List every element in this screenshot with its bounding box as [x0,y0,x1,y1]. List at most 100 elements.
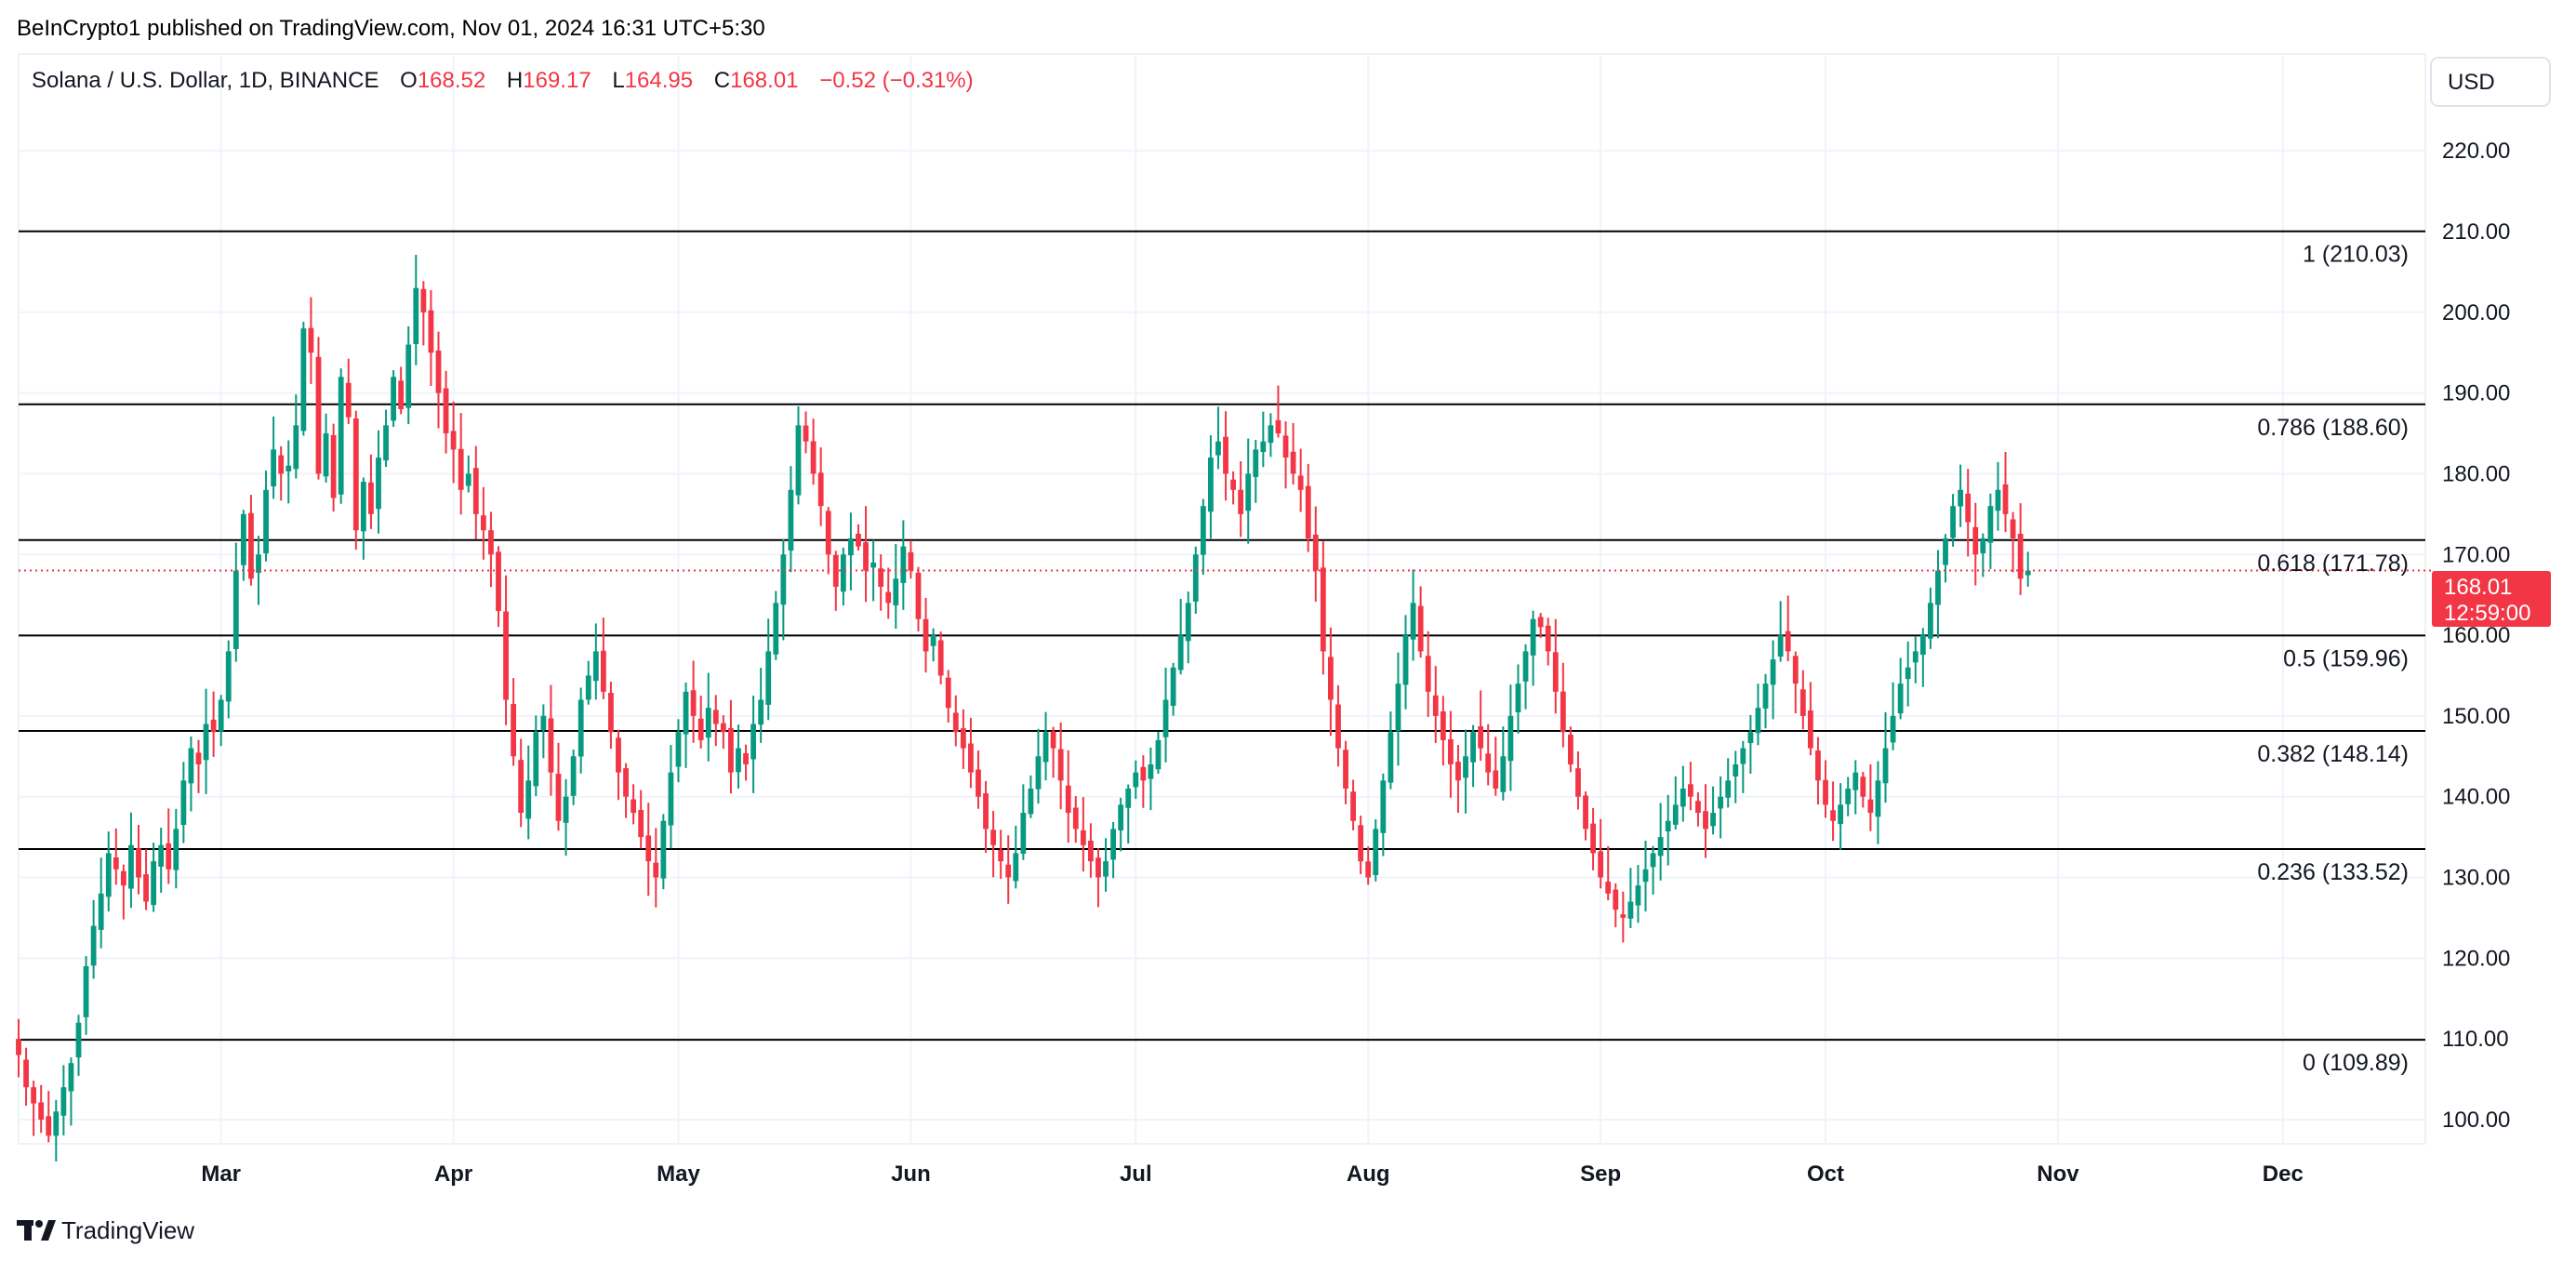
candle-body[interactable] [968,743,974,773]
candle-body[interactable] [653,862,659,878]
currency-button-frame[interactable] [2430,57,2551,107]
candle-body[interactable] [1718,796,1724,809]
candle-body[interactable] [1642,869,1649,883]
candle-body[interactable] [1695,801,1701,814]
candle-body[interactable] [1770,659,1776,685]
candle-body[interactable] [870,562,877,568]
candle-body[interactable] [158,844,165,868]
candle-body[interactable] [83,966,89,1017]
candle-body[interactable] [832,554,839,587]
candle-body[interactable] [1762,684,1769,709]
candle-body[interactable] [1200,506,1206,555]
candle-body[interactable] [1417,605,1424,652]
candle-body[interactable] [1388,732,1394,783]
candle-body[interactable] [210,719,217,733]
candle-body[interactable] [578,699,584,757]
candle-body[interactable] [1703,811,1708,830]
candle-body[interactable] [1627,901,1634,919]
candle-body[interactable] [420,288,427,312]
candle-body[interactable] [435,350,442,393]
candle-body[interactable] [930,635,936,646]
candle-body[interactable] [803,425,809,442]
candle-body[interactable] [151,861,157,906]
candle-body[interactable] [166,843,172,869]
candle-body[interactable] [817,472,824,507]
candle-body[interactable] [1432,695,1439,716]
candle-body[interactable] [232,570,239,650]
candle-body[interactable] [540,715,547,731]
candle-body[interactable] [1088,841,1094,862]
candle-body[interactable] [90,925,97,966]
candle-body[interactable] [278,455,285,474]
candle-body[interactable] [945,677,951,709]
candle-body[interactable] [1485,753,1492,773]
candle-body[interactable] [645,835,652,862]
candle-body[interactable] [488,530,494,555]
candle-body[interactable] [1860,777,1866,797]
candle-body[interactable] [496,551,501,612]
candle-body[interactable] [773,603,779,655]
candle-body[interactable] [720,723,726,733]
candle-body[interactable] [443,388,449,434]
candle-body[interactable] [1605,882,1612,894]
candle-body[interactable] [1980,538,1986,553]
candle-body[interactable] [1635,885,1641,906]
candle-body[interactable] [1672,804,1679,825]
candle-body[interactable] [555,774,562,821]
candle-body[interactable] [840,554,846,592]
candle-body[interactable] [46,1116,52,1136]
candle-body[interactable] [368,482,374,514]
candle-body[interactable] [1965,493,1972,523]
candle-body[interactable] [405,344,412,408]
candle-body[interactable] [1545,625,1551,652]
candle-body[interactable] [1118,804,1124,830]
candle-body[interactable] [195,752,202,764]
candle-body[interactable] [293,425,299,470]
candle-body[interactable] [1507,715,1514,762]
candle-body[interactable] [660,820,667,879]
candle-body[interactable] [683,691,689,735]
candle-body[interactable] [585,675,591,700]
candle-body[interactable] [105,853,112,897]
candle-body[interactable] [548,718,554,773]
candle-body[interactable] [1365,861,1372,878]
candle-body[interactable] [285,465,292,471]
candle-body[interactable] [976,769,981,797]
candle-body[interactable] [1020,813,1027,855]
candle-body[interactable] [1162,699,1169,737]
candle-body[interactable] [1897,684,1904,714]
candle-body[interactable] [1455,762,1461,781]
candle-body[interactable] [1725,780,1732,798]
candle-body[interactable] [1410,603,1416,640]
candle-body[interactable] [900,546,907,583]
candle-body[interactable] [1567,734,1573,764]
candle-body[interactable] [113,856,119,869]
candle-body[interactable] [952,712,959,733]
candle-body[interactable] [1515,684,1521,712]
candle-body[interactable] [1440,711,1446,740]
candle-body[interactable] [31,1087,37,1104]
candle-body[interactable] [1590,823,1596,854]
candle-body[interactable] [1613,889,1619,910]
candle-body[interactable] [1028,789,1034,815]
candle-body[interactable] [1875,780,1881,817]
candle-body[interactable] [616,737,621,773]
candle-body[interactable] [1493,770,1499,790]
candle-body[interactable] [480,515,486,531]
candle-body[interactable] [98,893,104,930]
candle-body[interactable] [1095,857,1101,878]
candle-body[interactable] [511,704,517,757]
candle-body[interactable] [525,780,532,819]
candle-body[interactable] [1125,789,1132,808]
candle-body[interactable] [1447,738,1454,764]
candle-body[interactable] [75,1022,82,1058]
candle-body[interactable] [848,538,854,556]
candle-body[interactable] [1103,861,1109,877]
candle-body[interactable] [1530,618,1536,656]
candle-body[interactable] [780,554,787,605]
candle-body[interactable] [23,1059,29,1088]
candle-body[interactable] [1958,489,1964,507]
candle-body[interactable] [120,870,126,886]
candle-body[interactable] [376,458,381,510]
candle-body[interactable] [1777,635,1784,657]
